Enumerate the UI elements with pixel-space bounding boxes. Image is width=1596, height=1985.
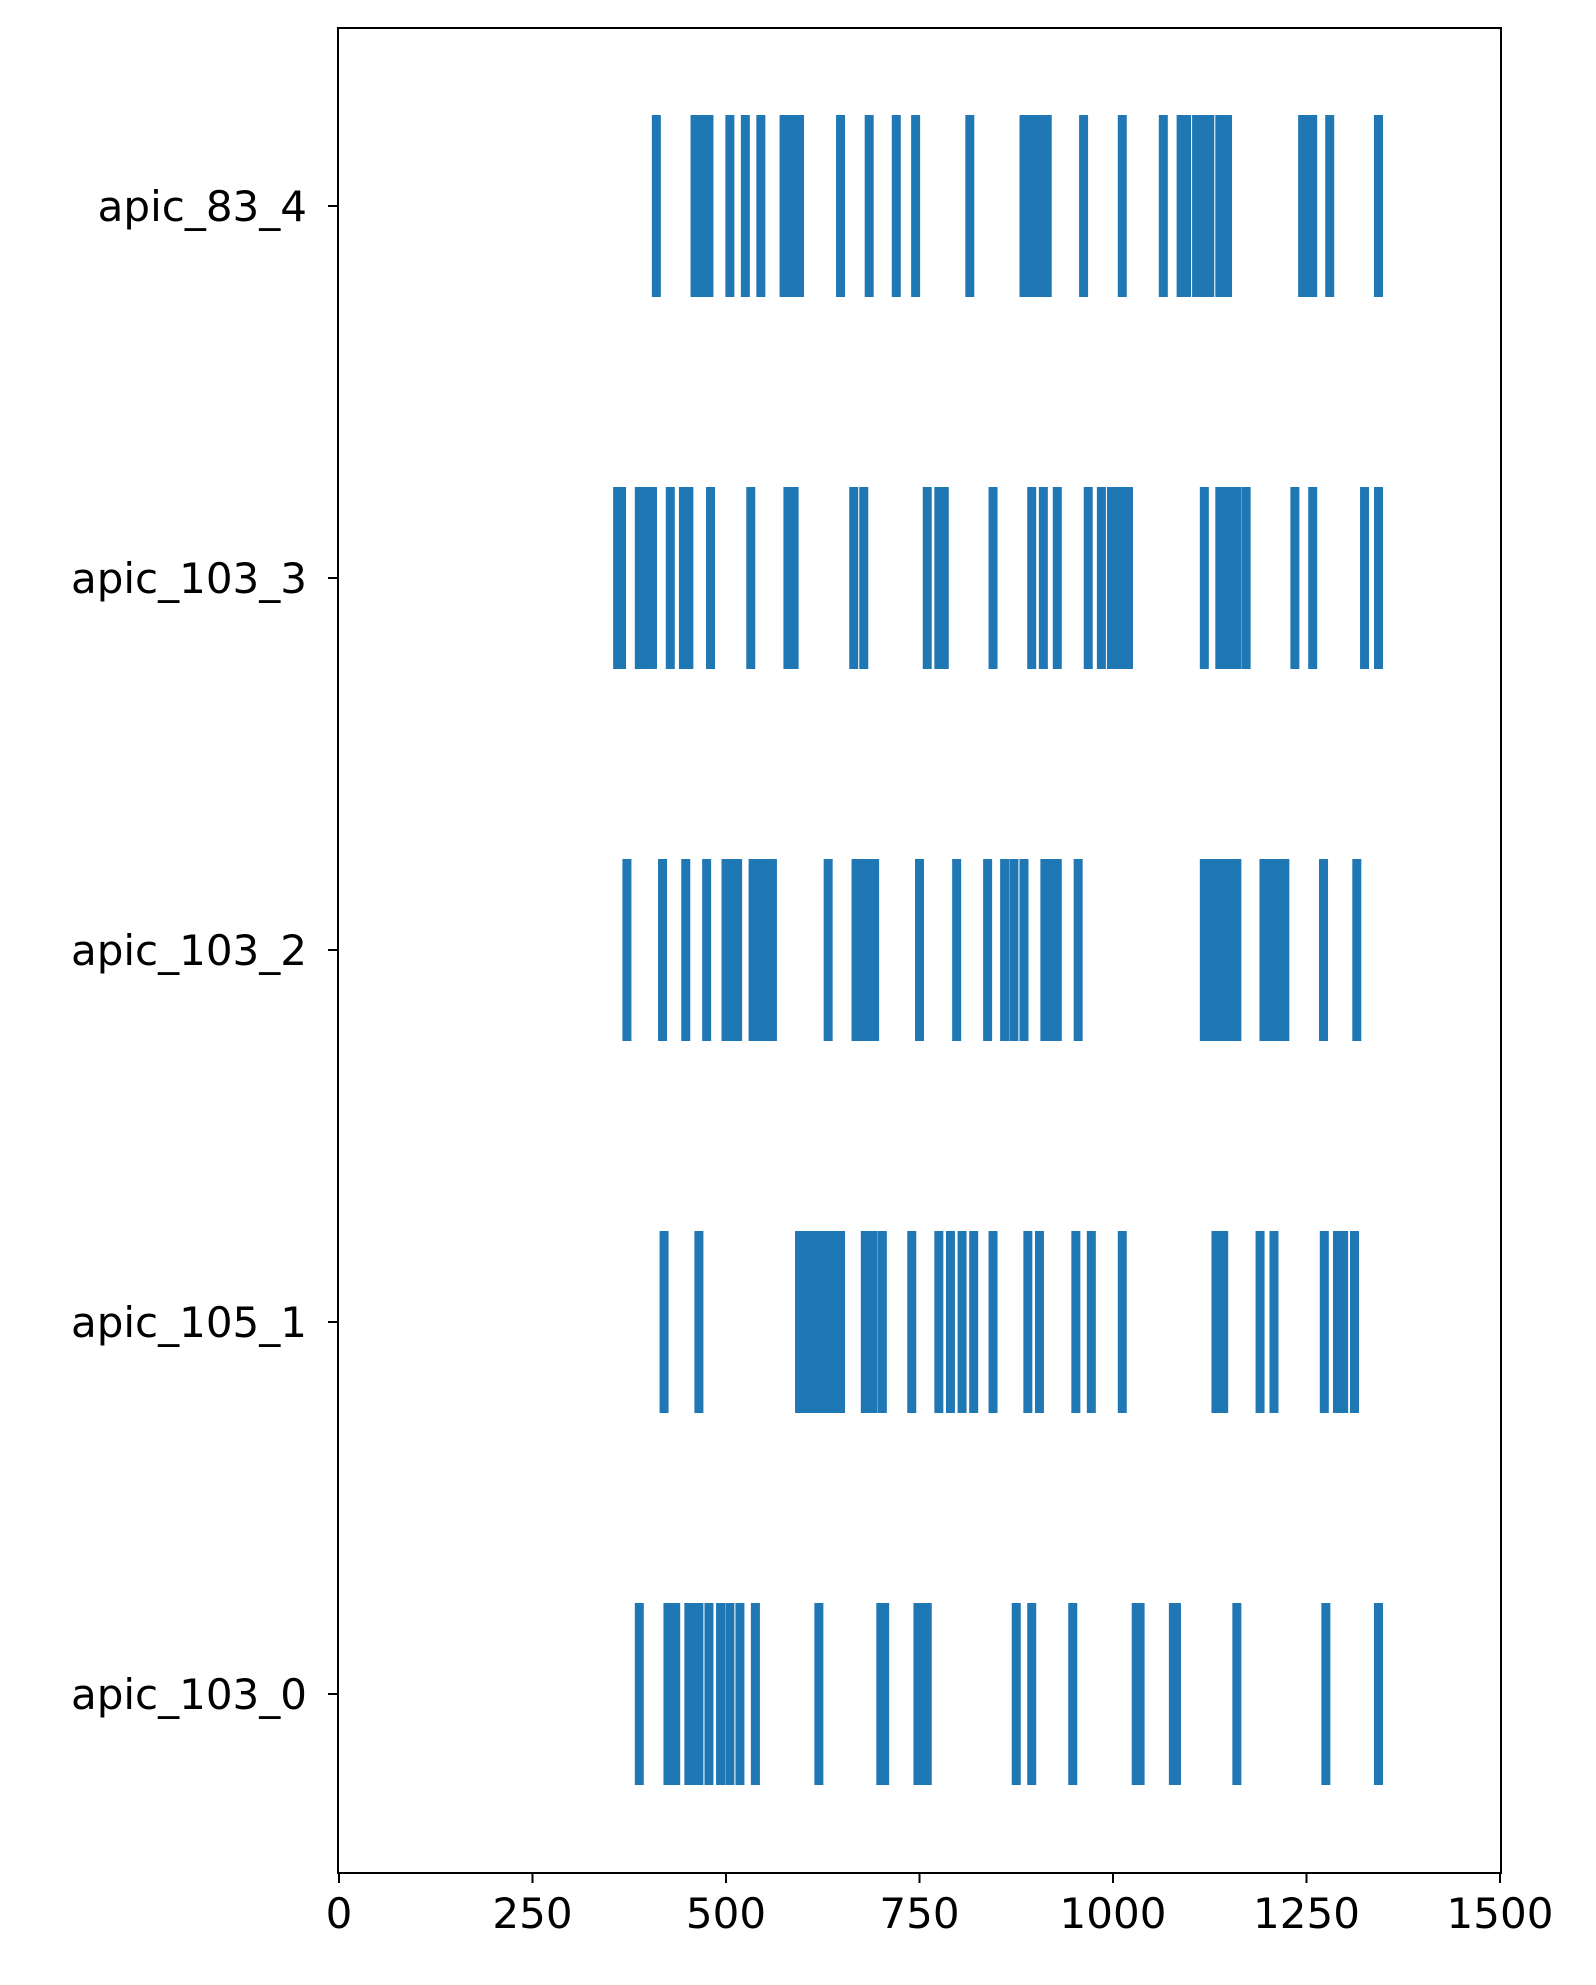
event-row-apic_105_1	[659, 1231, 1359, 1413]
x-axis: 0 250 500 750 1000 1250 1500	[326, 1873, 1554, 1938]
x-tick-label: 500	[686, 1889, 766, 1938]
y-tick-label: apic_105_1	[71, 1298, 307, 1347]
y-tick-label: apic_103_0	[71, 1670, 307, 1719]
event-lines	[613, 115, 1383, 1785]
x-tick-label: 750	[879, 1889, 959, 1938]
event-row-apic_83_4	[651, 115, 1383, 297]
x-tick-label: 1500	[1447, 1889, 1554, 1938]
y-tick-label: apic_103_3	[71, 554, 307, 603]
event-row-apic_103_0	[634, 1603, 1383, 1785]
x-tick-label: 250	[492, 1889, 572, 1938]
x-tick-label: 1250	[1253, 1889, 1360, 1938]
y-tick-label: apic_83_4	[98, 182, 307, 231]
y-tick-label: apic_103_2	[71, 926, 307, 975]
event-row-apic_103_3	[613, 487, 1383, 669]
x-tick-label: 1000	[1060, 1889, 1167, 1938]
x-tick-label: 0	[326, 1889, 353, 1938]
event-row-apic_103_2	[622, 859, 1362, 1041]
y-axis: apic_83_4 apic_103_3 apic_103_2 apic_105_1a…	[71, 182, 338, 1719]
